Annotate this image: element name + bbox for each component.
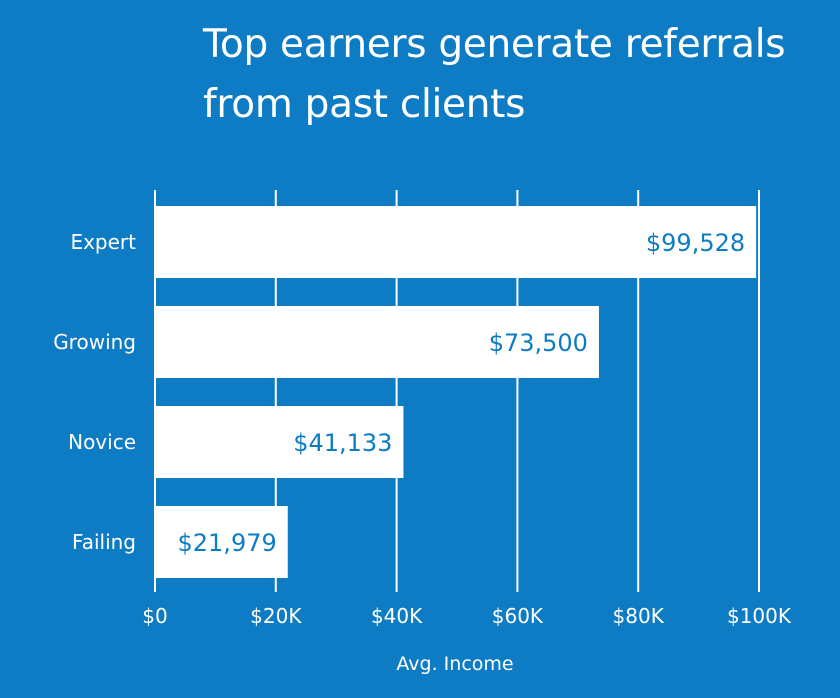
x-tick-label: $20K [250,604,302,628]
category-label: Growing [53,330,136,354]
chart-title-line-1: Top earners generate referrals [203,22,786,67]
bar [155,306,599,378]
bar [155,406,404,478]
x-tick-label: $100K [727,604,792,628]
bars [155,206,757,578]
x-tick-label: $40K [371,604,423,628]
labels: $0 $20K $40K $60K $80K $100K Expert $99,528 Grow… [53,229,792,628]
x-axis-title: Avg. Income [396,653,513,675]
bar [155,206,757,278]
value-label: $21,979 [178,529,277,557]
x-tick-label: $0 [142,604,167,628]
x-tick-label: $60K [492,604,544,628]
bar [155,506,288,578]
value-label: $41,133 [293,429,392,457]
chart-title-line-2: from past clients [203,82,526,127]
category-label: Novice [68,430,136,454]
value-label: $99,528 [646,229,745,257]
category-label: Failing [72,530,136,554]
x-tick-label: $80K [613,604,665,628]
category-label: Expert [70,230,136,254]
value-label: $73,500 [489,329,588,357]
